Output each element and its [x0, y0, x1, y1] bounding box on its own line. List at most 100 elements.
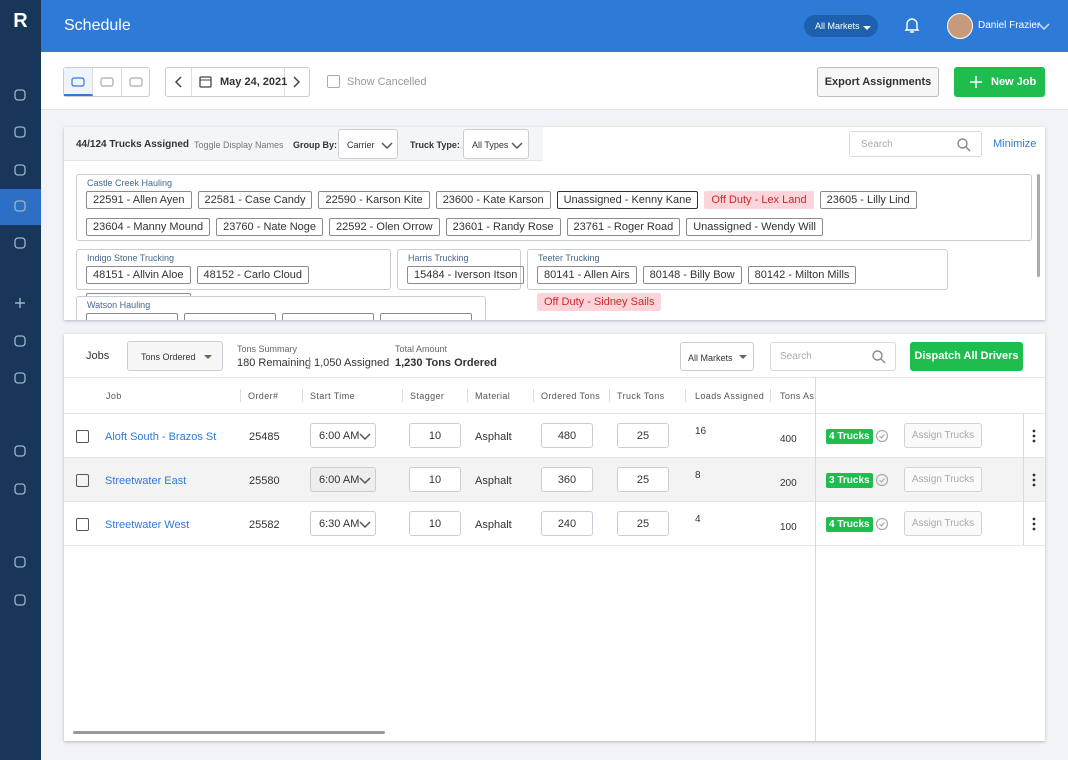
- job-name[interactable]: Streetwater West: [105, 519, 190, 531]
- show-cancelled-checkbox[interactable]: [327, 75, 340, 88]
- status-check-glyph: [875, 517, 889, 531]
- new-job-button[interactable]: New Job: [954, 67, 1045, 97]
- user-name[interactable]: Daniel Frazier: [978, 20, 1041, 31]
- row-checkbox[interactable]: [76, 518, 89, 531]
- truck-chip[interactable]: 23600 - Kate Karson: [435, 191, 551, 209]
- truck-tons-value: 25: [636, 518, 650, 530]
- nav-icon[interactable]: [13, 334, 27, 353]
- truck-chip[interactable]: 48151 - Allvin Aloe: [86, 266, 191, 284]
- nav-icon[interactable]: [13, 125, 27, 144]
- column-header: Job: [106, 391, 122, 401]
- caret: [859, 19, 875, 40]
- truck-tons[interactable]: 25: [617, 423, 669, 448]
- nav-icon[interactable]: [13, 296, 27, 315]
- truck-chip[interactable]: 23761 - Roger Road: [566, 218, 681, 236]
- start-time[interactable]: 6:30 AM: [310, 511, 376, 536]
- assign-trucks-button[interactable]: Assign Trucks: [904, 467, 982, 492]
- job-name[interactable]: Streetwater East: [105, 475, 187, 487]
- truck-chip[interactable]: 80148 - Billy Bow: [642, 266, 742, 284]
- view-icon: [70, 74, 86, 95]
- export-button[interactable]: Export Assignments: [817, 67, 939, 97]
- assign-trucks-button[interactable]: Assign Trucks: [904, 511, 982, 536]
- truck-chip[interactable]: 80141 - Allen Airs: [537, 266, 637, 284]
- caret-glyph: [359, 433, 371, 441]
- group-by-label: Group By:: [293, 140, 337, 150]
- row-checkbox[interactable]: [76, 474, 89, 487]
- markets-menu[interactable]: All Markets: [804, 15, 878, 37]
- row-checkbox[interactable]: [76, 430, 89, 443]
- jobs-search[interactable]: Search: [770, 342, 896, 371]
- job-row: Streetwater East 25580 6:00 AM 10 Asphalt 360…: [64, 458, 1045, 502]
- truck-tons[interactable]: 25: [617, 511, 669, 536]
- ordered-tons[interactable]: 240: [541, 511, 593, 536]
- search-icon-glyph: [957, 138, 971, 152]
- truck-chip[interactable]: 48152 - Carlo Cloud: [196, 266, 309, 284]
- chip-list: 15484 - Iverson Itson: [407, 266, 525, 284]
- jobs-markets-select[interactable]: All Markets: [680, 342, 754, 371]
- stagger[interactable]: 10: [409, 467, 461, 492]
- new-job-label: New Job: [991, 76, 1037, 88]
- stagger[interactable]: 10: [409, 423, 461, 448]
- nav-icon-glyph: [14, 237, 26, 249]
- job-name[interactable]: Aloft South - Brazos St: [105, 431, 217, 443]
- column-divider: [533, 389, 534, 402]
- row-menu[interactable]: [1028, 472, 1040, 493]
- stagger-value: 10: [428, 474, 442, 486]
- truck-chip[interactable]: Off Duty - Lex Land: [704, 191, 814, 209]
- view-option[interactable]: [64, 68, 93, 96]
- truck-chip[interactable]: 80142 - Milton Mills: [747, 266, 857, 284]
- minimize-link[interactable]: Minimize: [993, 138, 1037, 150]
- caret: [379, 137, 395, 158]
- start-time[interactable]: 6:00 AM: [310, 423, 376, 448]
- group-by-select[interactable]: Carrier: [338, 129, 398, 159]
- truck-type-select[interactable]: All Types: [463, 129, 529, 159]
- truck-chip[interactable]: 22591 - Allen Ayen: [86, 191, 192, 209]
- prev-day[interactable]: [171, 74, 187, 95]
- truck-chip[interactable]: Unassigned - Wendy Will: [686, 218, 823, 236]
- ordered-tons[interactable]: 360: [541, 467, 593, 492]
- nav-icon[interactable]: [13, 482, 27, 501]
- nav-icon-glyph: [14, 335, 26, 347]
- truck-chip[interactable]: Off Duty - Sidney Sails: [537, 293, 662, 311]
- loads-assigned: 8: [695, 470, 701, 481]
- order-number: 25580: [249, 475, 280, 487]
- truck-chip[interactable]: 15484 - Iverson Itson: [407, 266, 525, 284]
- nav-icon[interactable]: [13, 371, 27, 390]
- truck-search[interactable]: Search: [849, 131, 982, 157]
- nav-icon[interactable]: [13, 555, 27, 574]
- total-label: Total Amount: [395, 344, 448, 354]
- truck-chip[interactable]: 22592 - Olen Orrow: [329, 218, 440, 236]
- nav-icon[interactable]: [13, 593, 27, 612]
- truck-chip[interactable]: 23604 - Manny Mound: [86, 218, 211, 236]
- view-option[interactable]: [93, 68, 122, 96]
- dispatch-button[interactable]: Dispatch All Drivers: [910, 342, 1023, 371]
- view-option[interactable]: [122, 68, 151, 96]
- column-divider: [685, 389, 686, 402]
- truck-chip[interactable]: 23605 - Lilly Lind: [819, 191, 917, 209]
- truck-chip[interactable]: Unassigned - Kenny Kane: [556, 191, 699, 209]
- notifications[interactable]: [903, 16, 921, 39]
- nav-icon[interactable]: [13, 163, 27, 182]
- markets-label: All Markets: [815, 21, 860, 31]
- row-menu[interactable]: [1028, 428, 1040, 449]
- next-day[interactable]: [288, 74, 304, 95]
- stagger[interactable]: 10: [409, 511, 461, 536]
- nav-icon[interactable]: [13, 199, 27, 218]
- truck-chip[interactable]: 22590 - Karson Kite: [318, 191, 430, 209]
- nav-icon[interactable]: [13, 236, 27, 255]
- top-bar: Schedule All Markets Daniel Frazier: [41, 0, 1068, 52]
- assign-trucks-button[interactable]: Assign Trucks: [904, 423, 982, 448]
- markets-value: All Markets: [688, 353, 733, 363]
- row-menu[interactable]: [1028, 516, 1040, 537]
- sort-select[interactable]: Tons Ordered: [127, 341, 223, 371]
- toggle-names[interactable]: Toggle Display Names: [194, 140, 284, 150]
- truck-tons[interactable]: 25: [617, 467, 669, 492]
- truck-chip[interactable]: 22581 - Case Candy: [197, 191, 313, 209]
- nav-icon[interactable]: [13, 88, 27, 107]
- start-time[interactable]: 6:00 AM: [310, 467, 376, 492]
- truck-chip[interactable]: 23760 - Nate Noge: [216, 218, 324, 236]
- truck-chip[interactable]: 23601 - Randy Rose: [445, 218, 561, 236]
- ordered-tons[interactable]: 480: [541, 423, 593, 448]
- column-divider: [467, 389, 468, 402]
- nav-icon[interactable]: [13, 444, 27, 463]
